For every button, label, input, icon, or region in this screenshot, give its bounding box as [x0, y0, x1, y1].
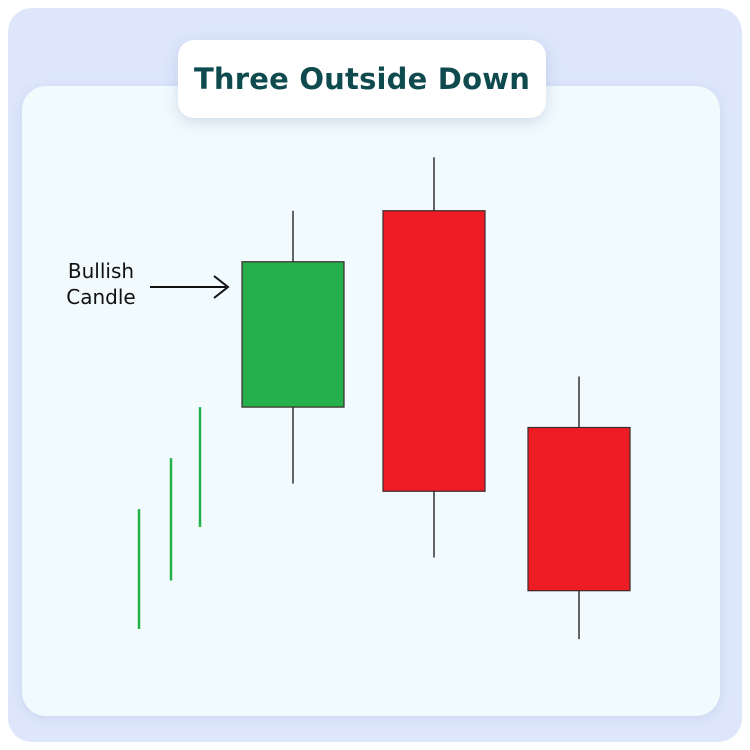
- trend-lines: [137, 407, 202, 629]
- candle-body: [527, 426, 631, 592]
- annotation-arrow: [150, 275, 230, 299]
- diagram-title: Three Outside Down: [193, 62, 531, 96]
- bearish-candle-3: [527, 376, 631, 640]
- bearish-candle-2: [382, 157, 486, 558]
- candle-body: [241, 261, 345, 408]
- candle-body: [382, 210, 486, 492]
- candles: [241, 157, 631, 640]
- arrow-head: [213, 275, 230, 299]
- label-line-1: Bullish: [67, 259, 135, 283]
- title-card: Three Outside Down: [178, 40, 546, 118]
- bullish-candle-1: [241, 210, 345, 484]
- label-line-2: Candle: [66, 285, 136, 309]
- bullish-candle-label: Bullish Candle: [46, 258, 156, 310]
